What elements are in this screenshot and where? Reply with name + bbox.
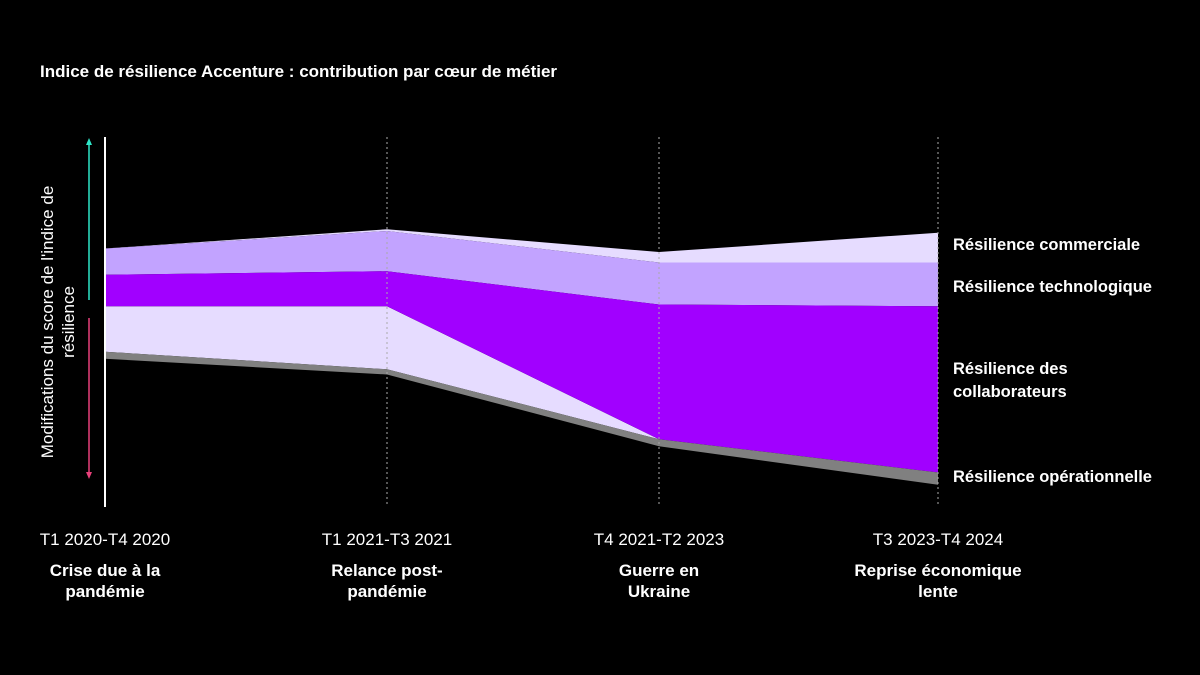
area-band-r-silience-des-collaborateurs bbox=[105, 271, 938, 473]
legend-label-collaborateurs: Résilience des collaborateurs bbox=[953, 360, 1068, 401]
legend-label-technologique: Résilience technologique bbox=[953, 278, 1152, 296]
category-label: T1 2021-T3 2021 Relance post-pandémie bbox=[277, 530, 497, 602]
category-label: T4 2021-T2 2023 Guerre en Ukraine bbox=[549, 530, 769, 602]
period-label: T3 2023-T4 2024 bbox=[872, 530, 1004, 549]
down-arrowhead-icon bbox=[86, 472, 92, 479]
up-arrowhead-icon bbox=[86, 138, 92, 145]
category-label: T1 2020-T4 2020 Crise due à la pandémie bbox=[0, 530, 215, 602]
period-label: T4 2021-T2 2023 bbox=[593, 530, 725, 549]
event-label: Guerre en Ukraine bbox=[618, 561, 700, 601]
category-label: T3 2023-T4 2024 Reprise économique lente bbox=[828, 530, 1048, 602]
area-band-r-silience-commerciale bbox=[105, 229, 938, 263]
event-label: Reprise économique lente bbox=[854, 561, 1022, 601]
legend-label-operationnelle: Résilience opérationnelle bbox=[953, 468, 1152, 486]
period-label: T1 2021-T3 2021 bbox=[321, 530, 453, 549]
legend-label-commerciale: Résilience commerciale bbox=[953, 236, 1141, 254]
event-label: Crise due à la pandémie bbox=[49, 561, 161, 601]
event-label: Relance post-pandémie bbox=[331, 561, 443, 601]
area-band-r-silience-technologique bbox=[105, 231, 938, 307]
period-label: T1 2020-T4 2020 bbox=[39, 530, 171, 549]
area-band-r-silience-commerciale-lower bbox=[105, 306, 938, 473]
area-band-r-silience-op-rationnelle bbox=[105, 351, 938, 485]
chart-title: Indice de résilience Accenture : contrib… bbox=[40, 62, 558, 81]
